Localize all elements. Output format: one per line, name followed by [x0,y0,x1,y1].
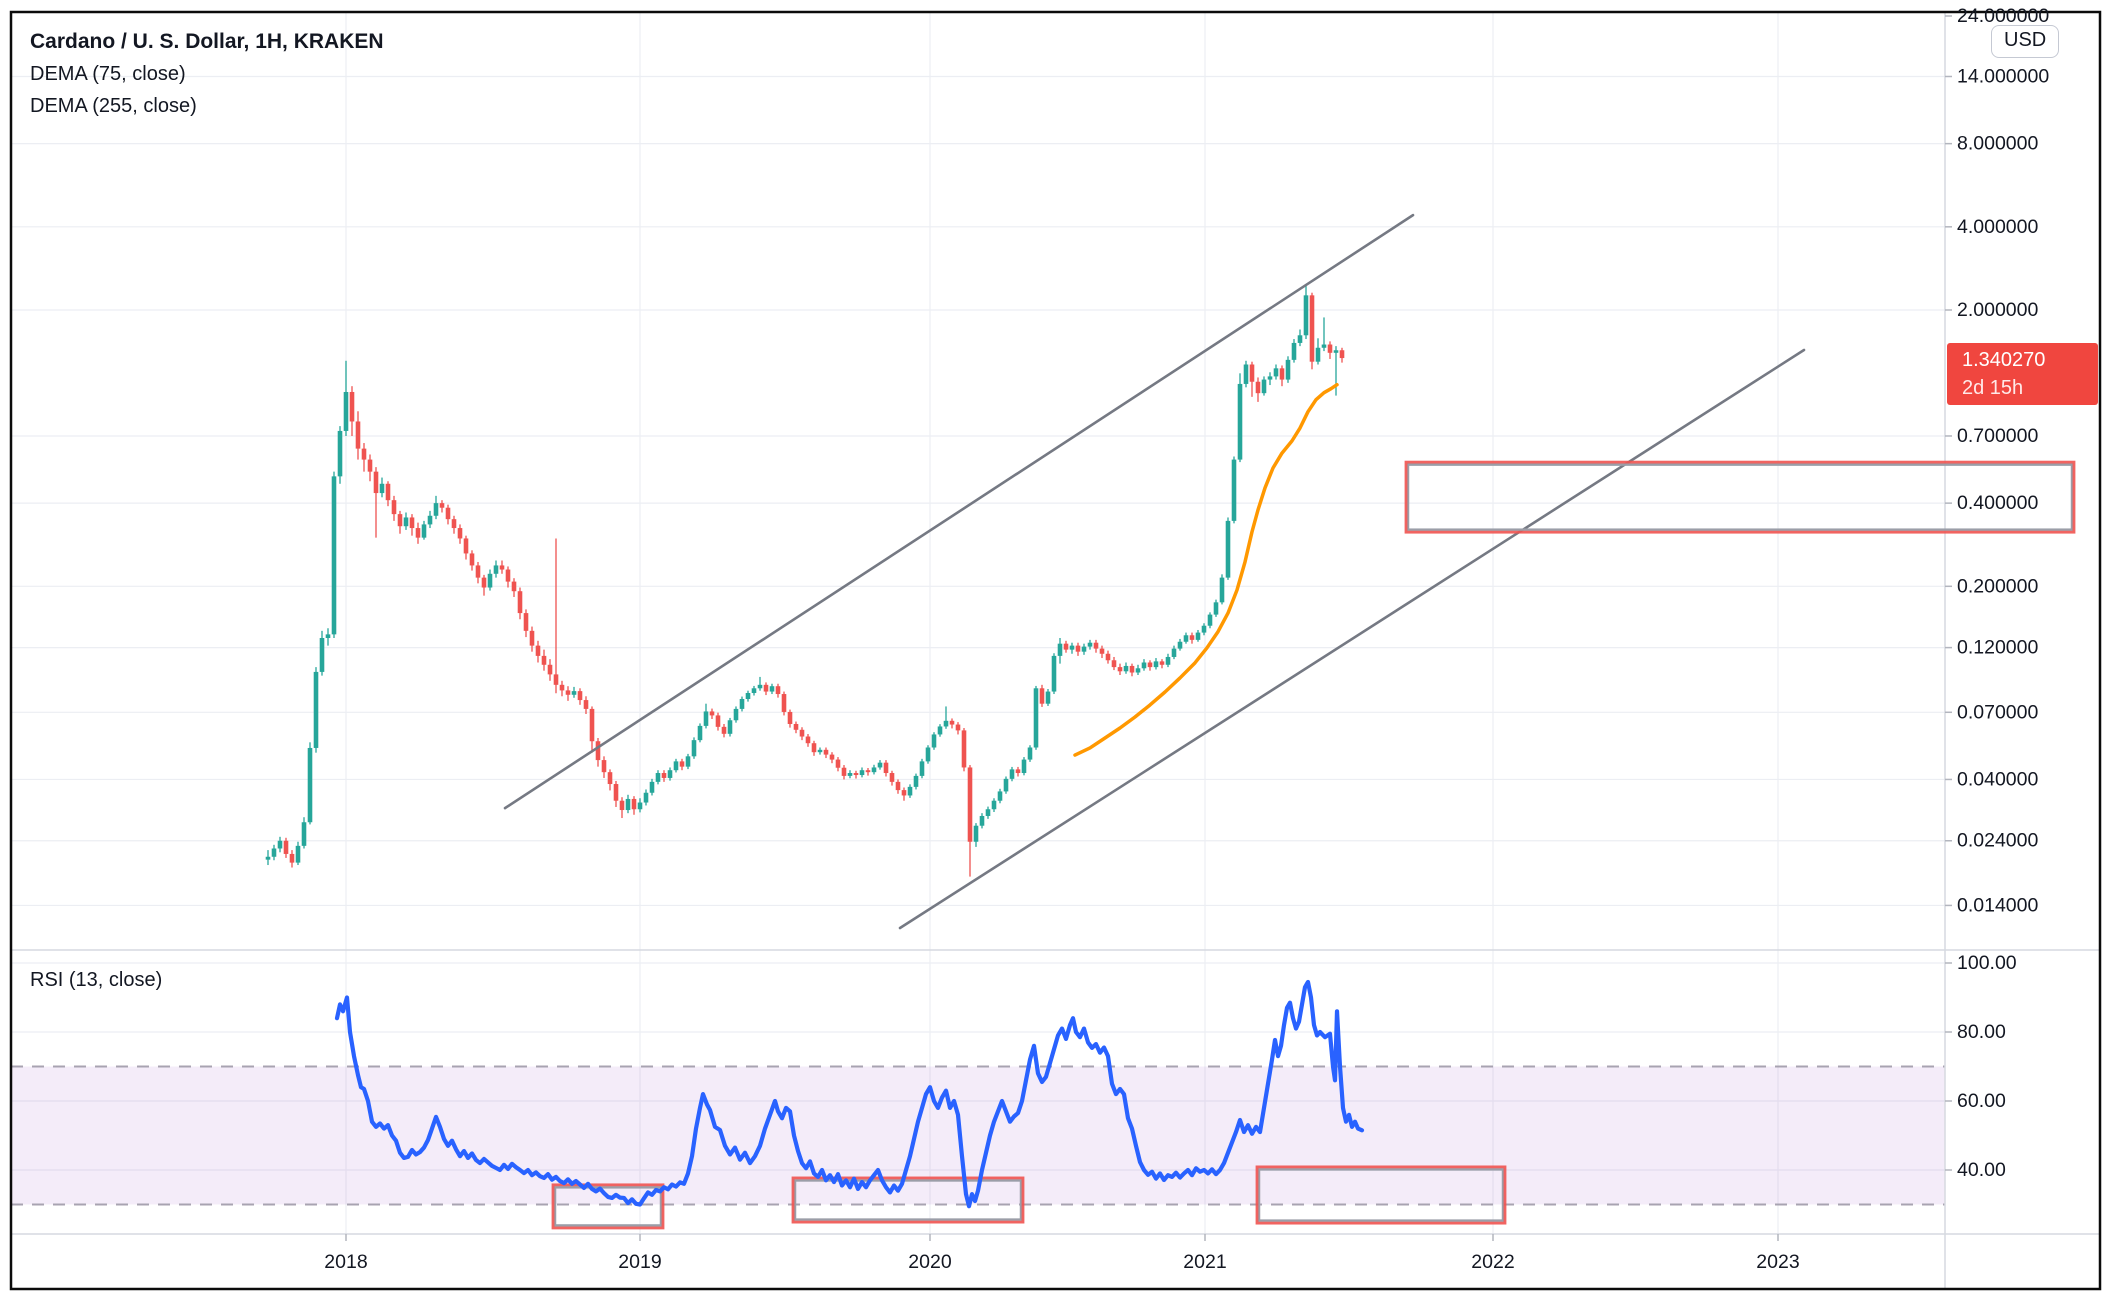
svg-text:0.070000: 0.070000 [1957,701,2038,723]
svg-text:0.400000: 0.400000 [1957,492,2038,514]
symbol-legend: Cardano / U. S. Dollar, 1H, KRAKEN DEMA … [30,26,384,122]
symbol-title[interactable]: Cardano / U. S. Dollar, 1H, KRAKEN [30,30,384,53]
currency-toggle-button[interactable]: USD [1991,25,2060,58]
svg-text:100.00: 100.00 [1957,952,2017,974]
svg-text:24.000000: 24.000000 [1957,5,2049,27]
svg-text:8.000000: 8.000000 [1957,133,2038,155]
price-zone-box[interactable] [1404,460,2076,534]
rsi-zone-box-1[interactable] [551,1183,665,1230]
svg-text:0.200000: 0.200000 [1957,575,2038,597]
svg-text:0.014000: 0.014000 [1957,894,2038,916]
time-axis[interactable] [11,1234,1945,1289]
svg-text:2020: 2020 [908,1251,952,1273]
svg-text:80.00: 80.00 [1957,1021,2006,1043]
last-price-badge[interactable]: 1.340270 2d 15h [1947,343,2098,405]
svg-text:40.00: 40.00 [1957,1159,2006,1181]
svg-text:0.040000: 0.040000 [1957,768,2038,790]
rsi-zone-box-3[interactable] [1255,1165,1507,1225]
svg-text:2021: 2021 [1183,1251,1226,1273]
svg-text:2022: 2022 [1471,1251,1514,1273]
svg-text:2019: 2019 [618,1251,661,1273]
svg-text:2018: 2018 [324,1251,367,1273]
indicator-rsi[interactable]: RSI (13, close) [30,969,163,991]
svg-text:0.700000: 0.700000 [1957,425,2038,447]
svg-text:2.000000: 2.000000 [1957,299,2038,321]
rsi-zone-box-2[interactable] [791,1176,1025,1224]
indicator-dema255[interactable]: DEMA (255, close) [30,95,197,117]
svg-text:0.120000: 0.120000 [1957,637,2038,659]
svg-text:60.00: 60.00 [1957,1090,2006,1112]
svg-text:4.000000: 4.000000 [1957,216,2038,238]
bar-countdown: 2d 15h [1962,377,2024,399]
svg-text:0.024000: 0.024000 [1957,830,2038,852]
svg-text:2023: 2023 [1756,1251,1799,1273]
price-axis[interactable] [1945,12,2100,1234]
svg-text:14.000000: 14.000000 [1957,65,2049,87]
last-price-value: 1.340270 [1962,349,2046,371]
indicator-dema75[interactable]: DEMA (75, close) [30,63,186,85]
